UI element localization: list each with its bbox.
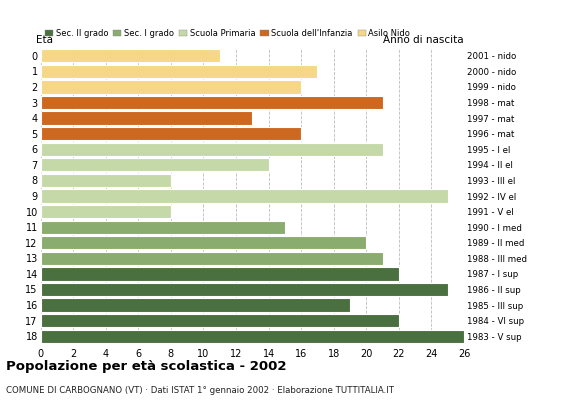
Bar <box>41 65 317 78</box>
Text: Popolazione per età scolastica - 2002: Popolazione per età scolastica - 2002 <box>6 360 287 373</box>
Bar <box>41 49 220 62</box>
Bar <box>41 127 301 140</box>
Bar <box>41 205 171 218</box>
Text: Età: Età <box>37 35 53 45</box>
Bar <box>41 314 399 327</box>
Bar <box>41 220 285 234</box>
Legend: Sec. II grado, Sec. I grado, Scuola Primaria, Scuola dell'Infanzia, Asilo Nido: Sec. II grado, Sec. I grado, Scuola Prim… <box>45 29 410 38</box>
Bar <box>41 298 350 312</box>
Bar <box>41 283 448 296</box>
Bar <box>41 80 301 94</box>
Bar <box>41 189 448 203</box>
Bar <box>41 174 171 187</box>
Bar <box>41 96 383 109</box>
Text: COMUNE DI CARBOGNANO (VT) · Dati ISTAT 1° gennaio 2002 · Elaborazione TUTTITALIA: COMUNE DI CARBOGNANO (VT) · Dati ISTAT 1… <box>6 386 394 395</box>
Text: Anno di nascita: Anno di nascita <box>383 35 464 45</box>
Bar <box>41 158 269 172</box>
Bar <box>41 330 464 343</box>
Bar <box>41 143 383 156</box>
Bar <box>41 112 252 125</box>
Bar <box>41 267 399 280</box>
Bar <box>41 236 367 249</box>
Bar <box>41 252 383 265</box>
